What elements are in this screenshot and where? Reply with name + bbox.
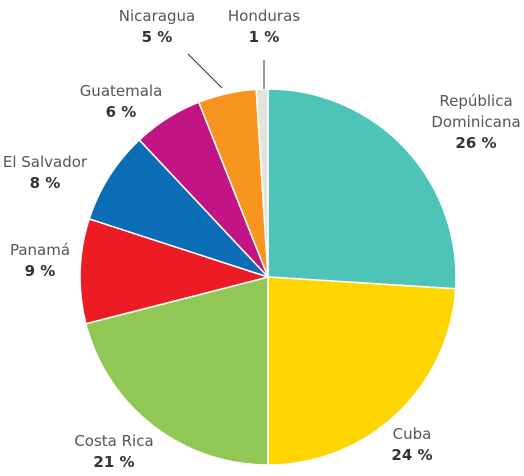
slice-value-label: 6 % [106, 103, 137, 121]
pie-slice-el-salvador [88, 138, 269, 278]
pie-slice-honduras [255, 88, 269, 278]
slice-label: Costa Rica [74, 432, 153, 450]
slice-value-label: 24 % [391, 446, 432, 464]
slice-value-label: 9 % [25, 262, 56, 280]
slice-labels: República Dominicana 26 % Cuba 24 % Costa Ric… [3, 7, 521, 471]
slice-value-label: 26 % [455, 134, 496, 152]
slice-label: Panamá [10, 241, 70, 259]
pie-slice-costa-rica [84, 276, 269, 466]
slice-label: Nicaragua [119, 7, 195, 25]
leader-line [187, 53, 223, 89]
slice-label: Guatemala [80, 82, 163, 100]
pie-slice-cuba [267, 276, 457, 466]
slice-label: El Salvador [3, 153, 88, 171]
slice-label: Cuba [393, 425, 432, 443]
slice-label: República [439, 92, 512, 110]
pie-slice-panamá [79, 217, 271, 325]
slice-value-label: 1 % [249, 28, 280, 46]
pie-slices [79, 88, 457, 466]
slice-value-label: 8 % [30, 174, 61, 192]
slice-label: Dominicana [431, 113, 520, 131]
slice-value-label: 21 % [93, 453, 134, 471]
pie-slice-república-dominicana [267, 88, 457, 290]
leader-lines [187, 53, 265, 89]
slice-value-label: 5 % [142, 28, 173, 46]
slice-label: Honduras [228, 7, 300, 25]
